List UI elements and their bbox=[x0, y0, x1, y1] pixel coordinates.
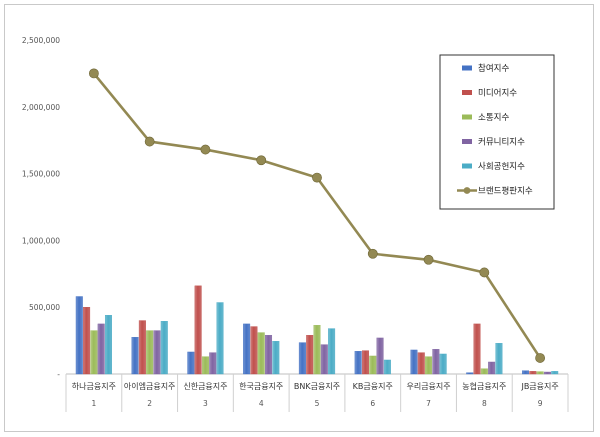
bar-커뮤니티지수-6 bbox=[376, 337, 384, 375]
y-tick-label: 1,500,000 bbox=[22, 170, 60, 179]
bar-커뮤니티지수-3 bbox=[209, 352, 217, 375]
legend-swatch-참여지수 bbox=[462, 65, 472, 71]
x-tick-label: 신한금융지주 bbox=[183, 382, 227, 391]
y-tick-label: - bbox=[57, 370, 60, 379]
point-브랜드평판지수-1 bbox=[88, 68, 99, 79]
bar-소통지수-4 bbox=[257, 332, 265, 375]
legend-label-커뮤니티지수: 커뮤니티지수 bbox=[478, 137, 525, 148]
x-tick-label: 우리금융지주 bbox=[406, 382, 450, 391]
bar-커뮤니티지수-4 bbox=[265, 335, 273, 375]
x-tick-label: 하나금융지주 bbox=[72, 381, 116, 391]
bar-미디어지수-1 bbox=[83, 307, 91, 375]
bar-소통지수-1 bbox=[90, 330, 98, 375]
bar-소통지수-3 bbox=[201, 356, 209, 375]
point-브랜드평판지수-7 bbox=[423, 254, 434, 265]
legend-label-미디어지수: 미디어지수 bbox=[478, 88, 517, 99]
bar-참여지수-6 bbox=[354, 351, 362, 375]
bar-미디어지수-5 bbox=[306, 335, 314, 375]
legend-swatch-미디어지수 bbox=[462, 90, 472, 95]
point-브랜드평판지수-3 bbox=[200, 144, 211, 155]
y-tick-label: 2,500,000 bbox=[22, 36, 60, 45]
y-tick-label: 500,000 bbox=[29, 303, 60, 312]
legend-label-사회공헌지수: 사회공헌지수 bbox=[478, 162, 525, 172]
legend-label-참여지수: 참여지수 bbox=[478, 63, 509, 74]
bar-미디어지수-9 bbox=[529, 371, 537, 375]
legend-swatch-사회공헌지수 bbox=[462, 163, 472, 169]
x-tick-label: BNK금융지주 bbox=[294, 382, 340, 391]
bar-커뮤니티지수-8 bbox=[488, 361, 496, 375]
bar-소통지수-7 bbox=[425, 356, 433, 375]
chart-line bbox=[88, 68, 546, 363]
bar-사회공헌지수-7 bbox=[439, 353, 447, 375]
point-브랜드평판지수-8 bbox=[479, 267, 490, 278]
x-tick-number: 6 bbox=[370, 399, 375, 408]
bar-참여지수-8 bbox=[466, 372, 474, 375]
y-tick-label: 2,000,000 bbox=[22, 103, 60, 112]
x-tick-label: KB금융지주 bbox=[353, 382, 393, 391]
bar-사회공헌지수-6 bbox=[383, 359, 391, 375]
bar-소통지수-9 bbox=[536, 371, 544, 375]
bar-커뮤니티지수-7 bbox=[432, 349, 440, 375]
bar-소통지수-2 bbox=[146, 330, 154, 375]
bar-커뮤니티지수-5 bbox=[320, 344, 328, 375]
bar-사회공헌지수-3 bbox=[216, 302, 224, 375]
x-tick-number: 2 bbox=[147, 399, 152, 408]
x-tick-label: 한국금융지주 bbox=[239, 382, 283, 391]
legend-label-브랜드평판지수: 브랜드평판지수 bbox=[478, 186, 533, 197]
bar-참여지수-9 bbox=[522, 370, 530, 375]
point-브랜드평판지수-5 bbox=[312, 172, 322, 183]
x-tick-label: JB금융지주 bbox=[520, 382, 558, 391]
bar-미디어지수-4 bbox=[250, 326, 258, 375]
bar-미디어지수-6 bbox=[361, 350, 369, 375]
chart-labels: 하나금융지주 1 아이엠금융지주 2 신한금융지주 3 한국금융지주 4 BNK금융지주 5 KB금… bbox=[72, 381, 559, 408]
legend-box bbox=[439, 54, 555, 210]
legend-swatch-커뮤니티지수 bbox=[462, 139, 472, 144]
bar-사회공헌지수-5 bbox=[328, 328, 336, 375]
x-tick-number: 7 bbox=[426, 399, 431, 408]
bar-참여지수-3 bbox=[187, 351, 195, 375]
legend-marker-브랜드평판지수 bbox=[463, 187, 471, 194]
point-브랜드평판지수-9 bbox=[535, 353, 546, 363]
bar-커뮤니티지수-1 bbox=[97, 323, 105, 375]
point-브랜드평판지수-2 bbox=[144, 136, 155, 147]
bar-소통지수-6 bbox=[369, 355, 377, 375]
bar-커뮤니티지수-9 bbox=[543, 371, 551, 375]
x-tick-number: 5 bbox=[315, 399, 320, 408]
legend-label-소통지수: 소통지수 bbox=[478, 113, 509, 123]
x-tick-label: 아이엠금융지주 bbox=[124, 381, 176, 391]
legend-swatch-소통지수 bbox=[462, 114, 472, 120]
bar-미디어지수-2 bbox=[138, 320, 146, 375]
bar-미디어지수-7 bbox=[417, 352, 425, 375]
bar-미디어지수-3 bbox=[194, 285, 202, 375]
x-tick-number: 9 bbox=[538, 399, 543, 408]
x-tick-number: 8 bbox=[482, 399, 487, 408]
x-tick-number: 3 bbox=[203, 399, 208, 408]
bar-참여지수-2 bbox=[131, 337, 139, 375]
x-tick-label: 농협금융지주 bbox=[462, 381, 506, 391]
bar-참여지수-7 bbox=[410, 349, 418, 375]
bar-사회공헌지수-8 bbox=[495, 343, 503, 375]
x-tick-number: 4 bbox=[259, 399, 264, 408]
bar-참여지수-5 bbox=[298, 342, 306, 375]
bar-소통지수-5 bbox=[313, 325, 321, 375]
bar-사회공헌지수-4 bbox=[272, 341, 280, 375]
bar-소통지수-8 bbox=[480, 368, 488, 375]
chart-bars bbox=[75, 285, 559, 375]
bar-미디어지수-8 bbox=[473, 323, 481, 375]
point-브랜드평판지수-6 bbox=[367, 248, 378, 259]
bar-커뮤니티지수-2 bbox=[153, 330, 161, 375]
bar-참여지수-4 bbox=[243, 323, 251, 375]
x-tick-number: 1 bbox=[91, 399, 96, 408]
bar-사회공헌지수-9 bbox=[551, 371, 559, 375]
bar-사회공헌지수-1 bbox=[104, 315, 112, 375]
point-브랜드평판지수-4 bbox=[256, 155, 267, 166]
bar-참여지수-1 bbox=[75, 296, 83, 375]
y-tick-label: 1,000,000 bbox=[22, 236, 60, 245]
bar-사회공헌지수-2 bbox=[160, 321, 168, 375]
